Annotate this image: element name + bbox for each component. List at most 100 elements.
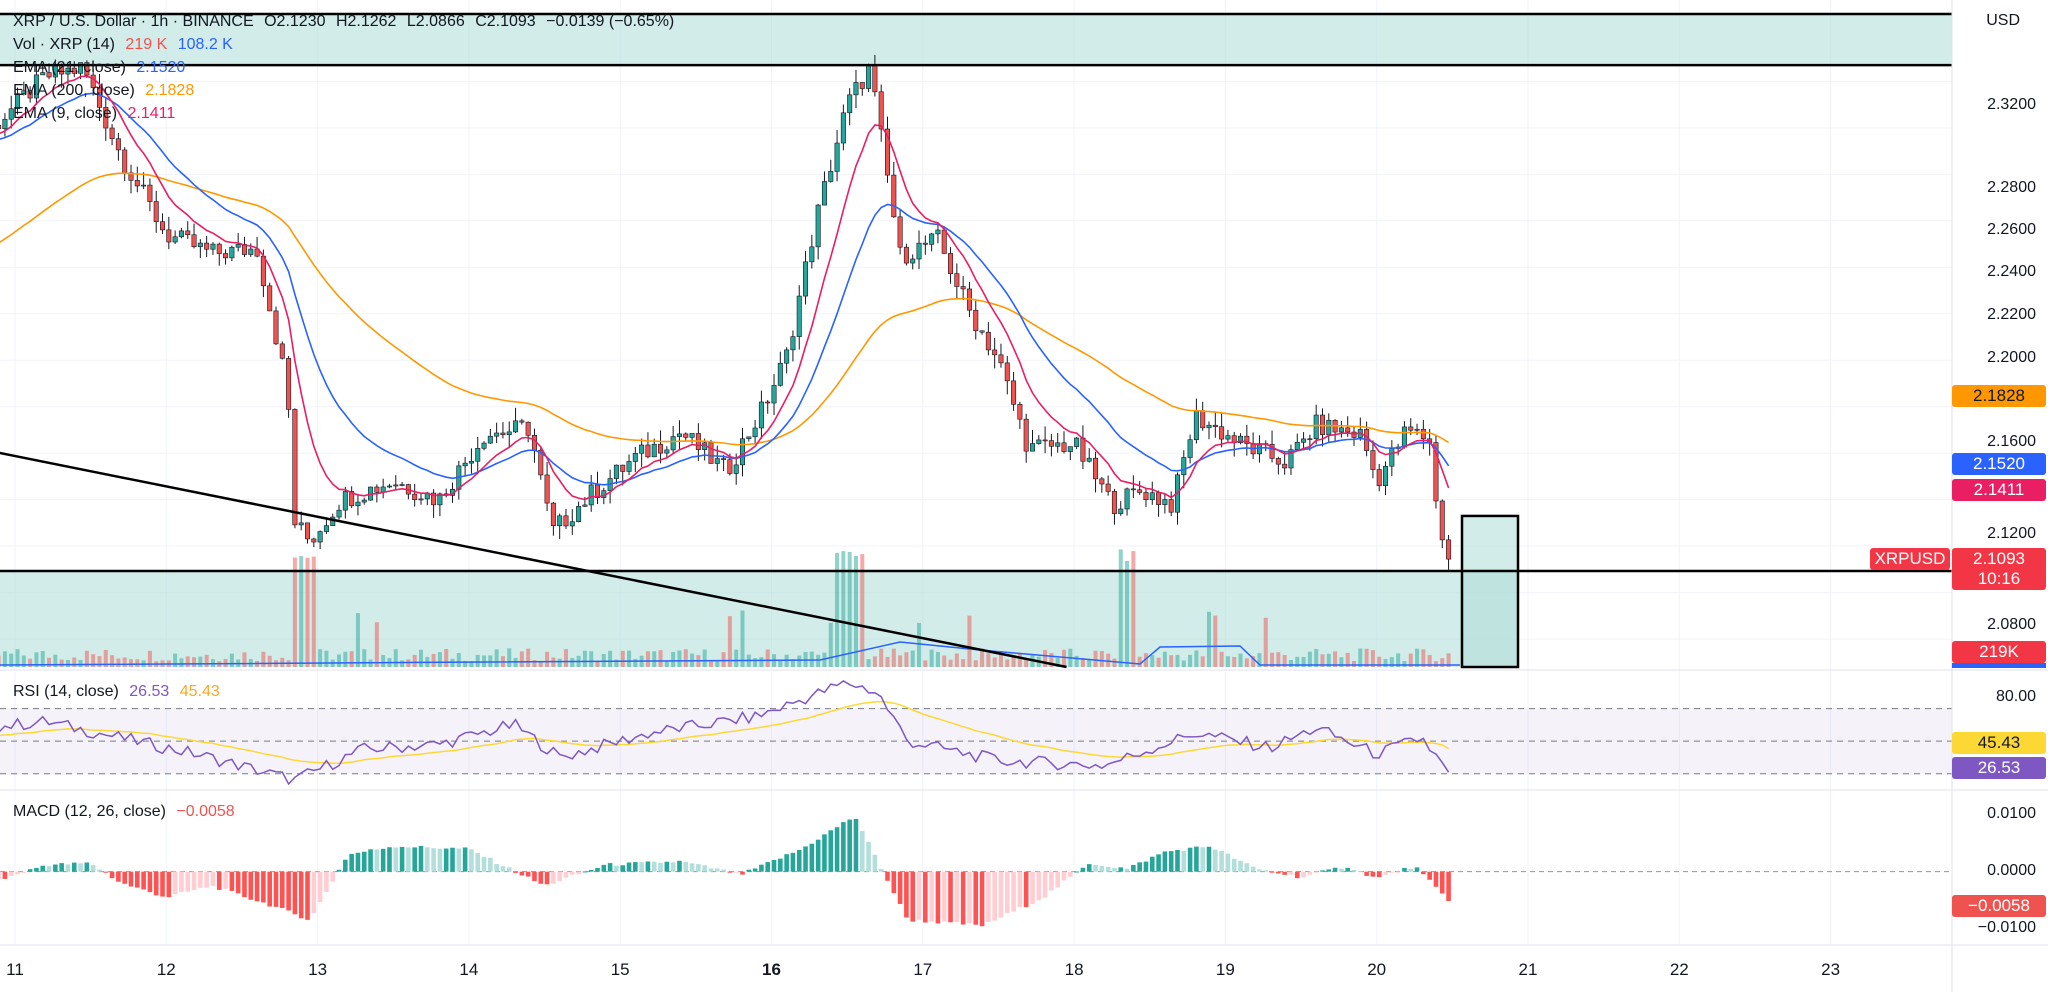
candle-body bbox=[544, 474, 550, 504]
candle-body bbox=[418, 498, 424, 501]
volume-bar bbox=[1307, 651, 1312, 667]
macd-histogram-bar bbox=[1149, 856, 1155, 872]
candle-body bbox=[412, 493, 418, 501]
candle-body bbox=[273, 310, 279, 345]
volume-bar bbox=[986, 653, 991, 667]
volume-bar bbox=[1446, 653, 1451, 667]
legend-ema21[interactable]: EMA (21, close) 2.1520 bbox=[13, 56, 191, 80]
macd-histogram-bar bbox=[462, 847, 468, 872]
volume-bar bbox=[1263, 617, 1268, 667]
candle-body bbox=[191, 234, 197, 248]
volume-bar bbox=[601, 653, 606, 667]
macd-histogram-bar bbox=[216, 871, 222, 890]
time-axis-label: 14 bbox=[459, 960, 479, 979]
time-axis-label: 12 bbox=[156, 960, 176, 979]
volume-bar bbox=[229, 653, 234, 667]
candle-body bbox=[1200, 410, 1206, 429]
macd-histogram-bar bbox=[1105, 866, 1111, 872]
price-tick: 2.1200 bbox=[1987, 525, 2036, 542]
candle-body bbox=[1212, 424, 1218, 427]
macd-histogram-bar bbox=[916, 871, 922, 920]
volume-bar bbox=[847, 551, 852, 667]
legend-macd[interactable]: MACD (12, 26, close) −0.0058 bbox=[13, 800, 241, 824]
macd-histogram-bar bbox=[103, 871, 109, 873]
rsi-ma-label: 45.43 bbox=[1952, 732, 2046, 754]
currency-label[interactable]: USD bbox=[1986, 12, 2020, 29]
legend-rsi[interactable]: RSI (14, close) 26.53 45.43 bbox=[13, 680, 226, 704]
macd-histogram-bar bbox=[683, 861, 689, 872]
macd-histogram-bar bbox=[355, 852, 361, 872]
volume-bar bbox=[721, 652, 726, 667]
volume-bar bbox=[816, 654, 821, 667]
macd-histogram-bar bbox=[923, 871, 928, 923]
candle-body bbox=[1326, 419, 1332, 435]
volume-bar bbox=[192, 657, 197, 667]
macd-histogram-bar bbox=[1099, 866, 1105, 872]
volume-bar bbox=[1106, 653, 1111, 667]
macd-histogram-bar bbox=[330, 871, 336, 882]
volume-bar bbox=[1099, 650, 1104, 667]
candle-body bbox=[576, 506, 582, 522]
legend-volume[interactable]: Vol · XRP (14) 219 K 108.2 K bbox=[13, 33, 239, 57]
volume-bar bbox=[324, 650, 329, 667]
volume-bar bbox=[1188, 654, 1193, 667]
legend-rsi-value: 26.53 bbox=[129, 683, 170, 700]
candle-body bbox=[784, 349, 790, 364]
volume-bar bbox=[708, 661, 713, 667]
candle-body bbox=[979, 330, 985, 333]
price-tick: 2.0800 bbox=[1987, 616, 2036, 633]
macd-histogram-bar bbox=[538, 871, 544, 884]
macd-histogram-bar bbox=[664, 861, 670, 872]
candle-body bbox=[1307, 438, 1313, 441]
volume-bar bbox=[1118, 549, 1123, 667]
macd-histogram-bar bbox=[1231, 858, 1237, 872]
macd-histogram-bar bbox=[941, 871, 947, 922]
macd-histogram-bar bbox=[1276, 871, 1281, 874]
volume-bar bbox=[1358, 648, 1363, 667]
price-tick: 2.3200 bbox=[1987, 96, 2036, 113]
volume-bar bbox=[727, 616, 732, 667]
candle-body bbox=[714, 458, 720, 464]
macd-histogram-bar bbox=[412, 847, 417, 872]
volume-bar bbox=[59, 659, 64, 667]
candle-body bbox=[15, 93, 21, 110]
macd-histogram-bar bbox=[1049, 871, 1054, 891]
candle-body bbox=[71, 67, 77, 74]
macd-histogram-bar bbox=[160, 871, 165, 897]
candle-body bbox=[216, 243, 222, 254]
volume-bar bbox=[1427, 655, 1432, 667]
macd-histogram-bar bbox=[778, 858, 783, 872]
volume-bar bbox=[65, 659, 70, 667]
macd-histogram-bar bbox=[179, 871, 184, 892]
legend-macd-value: −0.0058 bbox=[176, 803, 235, 820]
macd-histogram-bar bbox=[0, 871, 1, 879]
candle-body bbox=[1275, 458, 1281, 465]
candle-body bbox=[311, 538, 317, 543]
candle-body bbox=[84, 62, 90, 76]
candle-body bbox=[40, 72, 46, 76]
candle-body bbox=[1168, 499, 1174, 513]
macd-histogram-bar bbox=[998, 871, 1004, 918]
candle-body bbox=[853, 82, 859, 96]
candle-body bbox=[1288, 449, 1294, 469]
macd-histogram-bar bbox=[1250, 866, 1256, 872]
macd-histogram-bar bbox=[696, 864, 701, 872]
candle-body bbox=[866, 64, 872, 89]
legend-ema9[interactable]: EMA (9, close) 2.1411 bbox=[13, 102, 181, 126]
candle-body bbox=[1137, 489, 1143, 493]
legend-ema9-label: EMA (9, close) bbox=[13, 105, 118, 122]
volume-bar bbox=[526, 648, 531, 667]
macd-histogram-bar bbox=[324, 871, 329, 892]
volume-bar bbox=[885, 656, 890, 667]
volume-bar bbox=[21, 655, 26, 667]
candle-body bbox=[683, 433, 689, 438]
volume-bar bbox=[1200, 656, 1205, 667]
candle-body bbox=[1124, 488, 1130, 510]
candle-body bbox=[267, 285, 273, 312]
candle-body bbox=[1048, 440, 1054, 447]
legend-ema200[interactable]: EMA (200, close) 2.1828 bbox=[13, 79, 200, 103]
macd-label: −0.0058 bbox=[1952, 895, 2046, 917]
chart-legend-header[interactable]: XRP / U.S. Dollar · 1h · BINANCE O2.1230… bbox=[13, 10, 680, 34]
volume-bar bbox=[910, 650, 915, 667]
